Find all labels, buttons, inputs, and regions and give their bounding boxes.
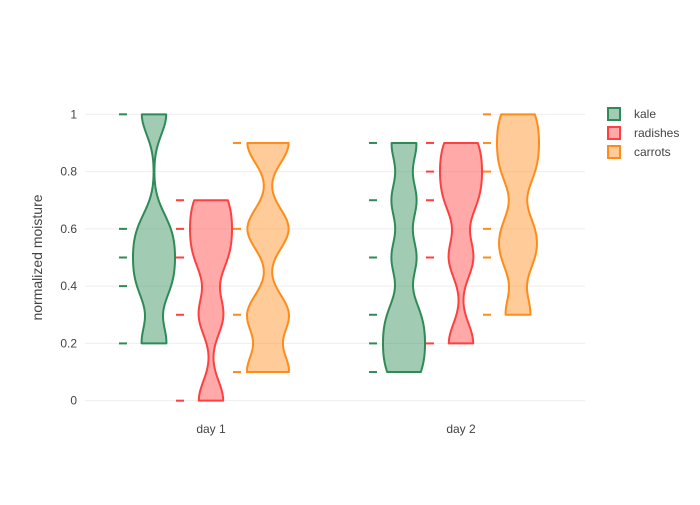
x-tick-label: day 2 — [446, 422, 476, 436]
legend-swatch — [607, 126, 621, 140]
legend-swatch — [607, 107, 621, 121]
y-tick-label: 0.8 — [60, 165, 77, 179]
y-tick-label: 0 — [70, 394, 77, 408]
y-tick-label: 1 — [70, 107, 77, 121]
legend-label: kale — [634, 107, 656, 121]
legend-item-radishes[interactable]: radishes — [607, 126, 679, 140]
legend-label: radishes — [634, 126, 679, 140]
violin-kale-day-1[interactable] — [132, 113, 176, 345]
data-point-markers — [119, 113, 491, 402]
y-tick-label: 0.6 — [60, 222, 77, 236]
x-tick-label: day 1 — [196, 422, 226, 436]
violin-radishes-day-1[interactable] — [189, 199, 233, 402]
legend-swatch — [607, 145, 621, 159]
violin-kale-day-2[interactable] — [382, 141, 426, 374]
violin-carrots-day-2[interactable] — [496, 113, 540, 316]
legend-item-carrots[interactable]: carrots — [607, 145, 671, 159]
legend[interactable]: kale radishes carrots — [607, 107, 679, 159]
y-axis-title: normalized moisture — [29, 194, 45, 320]
y-axis: 0 0.2 0.4 0.6 0.8 1 normalized moisture — [29, 107, 77, 407]
y-tick-label: 0.2 — [60, 336, 77, 350]
legend-label: carrots — [634, 145, 671, 159]
y-tick-label: 0.4 — [60, 279, 77, 293]
legend-item-kale[interactable]: kale — [607, 107, 656, 121]
violins — [132, 113, 540, 402]
violin-radishes-day-2[interactable] — [439, 141, 483, 345]
x-axis: day 1 day 2 — [196, 422, 476, 436]
violin-carrots-day-1[interactable] — [246, 141, 290, 374]
gridlines — [85, 113, 585, 402]
